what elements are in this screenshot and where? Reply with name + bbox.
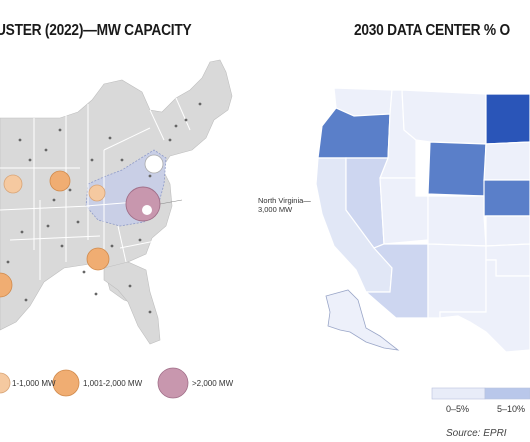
legend-label-large: >2,000 MW [192,379,234,388]
state-alaska [325,289,400,351]
scale-swatch-0-5 [431,387,486,400]
state-colorado [427,195,487,247]
state-texas [439,259,530,353]
state-kansas [485,215,530,247]
state-arizona [364,243,429,319]
scale-label-0-5: 0–5% [446,404,470,414]
left-map-title: USTER (2022)—MW CAPACITY [0,22,192,39]
cluster-bubble [86,247,110,271]
callout-line [159,199,183,205]
cluster-bubble [144,154,164,174]
legend-bubble-large [157,367,189,399]
callout-line2: 3,000 MW [258,205,293,214]
legend-label-medium: 1,001-2,000 MW [83,379,143,388]
legend-label-small: 1-1,000 MW [12,379,56,388]
cluster-bubble [49,170,71,192]
scale-label-5-10: 5–10% [497,404,526,414]
cluster-bubble [88,184,106,202]
state-oregon [317,107,391,159]
callout-line1: North Virginia— [258,196,311,205]
state-utah [379,177,429,245]
right-us-map [315,87,530,353]
source-note: Source: EPRI [446,428,507,439]
state-south-dakota [483,141,530,181]
state-borders [0,97,191,280]
state-nebraska [483,179,530,217]
north-virginia-callout: North Virginia— 3,000 MW [258,196,311,214]
cluster-bubble [0,272,13,298]
cluster-bubble [3,174,23,194]
state-montana [401,89,487,145]
legend-bubble-medium [52,369,80,397]
florida [103,261,161,345]
scale-swatch-5-10 [484,387,530,400]
legend-bubble-small [0,372,11,394]
state-new-mexico [427,243,487,319]
right-map-title: 2030 DATA CENTER % O [354,22,510,39]
north-virginia-center [142,205,152,215]
left-us-map [0,59,233,399]
state-wyoming [427,141,487,197]
north-virginia-bubble [125,186,161,222]
state-north-dakota [485,93,530,145]
